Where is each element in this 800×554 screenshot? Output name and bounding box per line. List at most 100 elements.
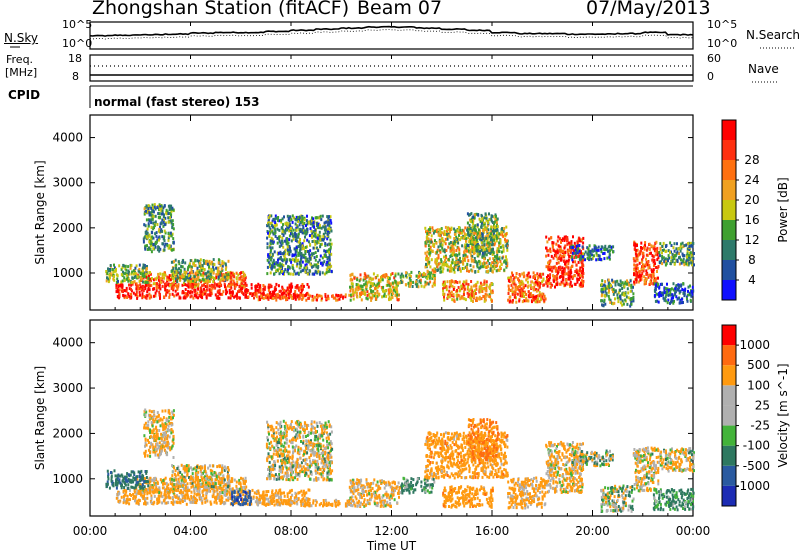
power-cell: [303, 246, 305, 250]
power-cell: [171, 284, 173, 288]
power-cell: [535, 288, 538, 292]
power-cell: [579, 284, 582, 288]
power-cell: [146, 231, 149, 235]
power-cell: [168, 276, 170, 280]
power-cell: [494, 217, 497, 221]
power-cell: [632, 299, 635, 303]
power-cell: [463, 235, 466, 239]
power-cell: [292, 237, 295, 241]
power-cell: [483, 257, 486, 261]
power-cell: [170, 286, 173, 290]
power-cell: [230, 283, 233, 287]
power-cell: [298, 287, 301, 291]
power-cell: [673, 242, 676, 246]
power-cell: [277, 235, 280, 239]
power-cell: [513, 295, 516, 299]
power-cell: [693, 252, 695, 255]
power-cell: [229, 294, 232, 298]
power-cell: [473, 213, 476, 217]
power-cell: [393, 288, 395, 292]
power-cell: [330, 229, 333, 233]
power-cell: [135, 284, 138, 288]
power-cell: [691, 293, 694, 297]
power-cell: [563, 235, 566, 239]
power-cell: [586, 246, 589, 250]
power-cell: [685, 259, 688, 263]
power-cell: [415, 274, 418, 278]
power-cell: [457, 293, 460, 297]
power-cell: [172, 276, 174, 280]
power-cell: [626, 302, 629, 306]
power-cell: [483, 265, 486, 269]
power-cell: [614, 289, 617, 293]
power-cell: [540, 295, 543, 299]
power-cell: [262, 292, 265, 296]
power-cell: [368, 292, 371, 296]
power-cell: [440, 227, 443, 231]
power-cell: [624, 298, 627, 302]
power-cell: [172, 237, 175, 241]
power-cell: [483, 221, 486, 225]
power-cell: [468, 240, 471, 244]
power-cell: [448, 227, 451, 231]
power-cell: [313, 272, 316, 276]
power-cell: [648, 263, 651, 267]
power-cell: [321, 238, 324, 242]
power-cell: [664, 298, 666, 302]
power-cell: [492, 225, 495, 229]
power-cell: [608, 255, 611, 259]
power-cell: [687, 263, 690, 267]
power-cell: [267, 218, 270, 222]
power-cell: [391, 296, 394, 299]
power-cell: [480, 221, 483, 225]
power-cell: [267, 216, 270, 220]
power-cell: [563, 253, 566, 257]
power-cell: [468, 245, 471, 249]
power-cell: [441, 237, 443, 241]
power-cell: [468, 234, 471, 238]
power-cell: [301, 228, 304, 232]
power-cell: [561, 255, 563, 259]
power-cell: [465, 279, 468, 283]
power-cell: [173, 283, 175, 287]
power-cell: [304, 229, 307, 233]
power-cell: [277, 251, 280, 255]
power-cell: [580, 238, 583, 242]
power-cell: [278, 239, 281, 243]
power-cell: [171, 226, 174, 230]
power-cell: [682, 301, 684, 304]
power-cell: [676, 260, 679, 263]
power-cell: [181, 291, 184, 295]
power-cell: [166, 278, 169, 281]
power-cell: [445, 232, 448, 236]
power-cell: [332, 296, 335, 300]
power-cell: [148, 219, 151, 223]
power-cell: [309, 242, 311, 246]
power-cell: [179, 272, 182, 276]
power-cell: [603, 257, 606, 261]
power-cell: [653, 277, 656, 281]
power-cell: [648, 273, 651, 277]
power-cell: [207, 274, 210, 278]
power-cell: [328, 224, 331, 228]
power-cell: [604, 302, 607, 306]
power-cell: [206, 285, 209, 289]
power-cell: [493, 234, 496, 238]
power-cell: [484, 298, 487, 302]
power-cell: [120, 289, 123, 293]
power-cell: [434, 251, 437, 255]
power-cell: [555, 255, 558, 259]
power-cell: [440, 231, 443, 235]
power-cell: [475, 287, 478, 291]
power-cell: [679, 300, 682, 304]
power-cell: [532, 288, 535, 292]
power-cell: [617, 283, 620, 287]
power-cell: [505, 258, 508, 262]
power-cell: [372, 289, 375, 293]
power-cell: [665, 293, 668, 296]
power-cell: [509, 295, 512, 299]
power-cell: [691, 245, 694, 249]
power-cell: [229, 285, 232, 289]
velocity-cell: [190, 496, 193, 500]
power-cell: [645, 269, 648, 273]
